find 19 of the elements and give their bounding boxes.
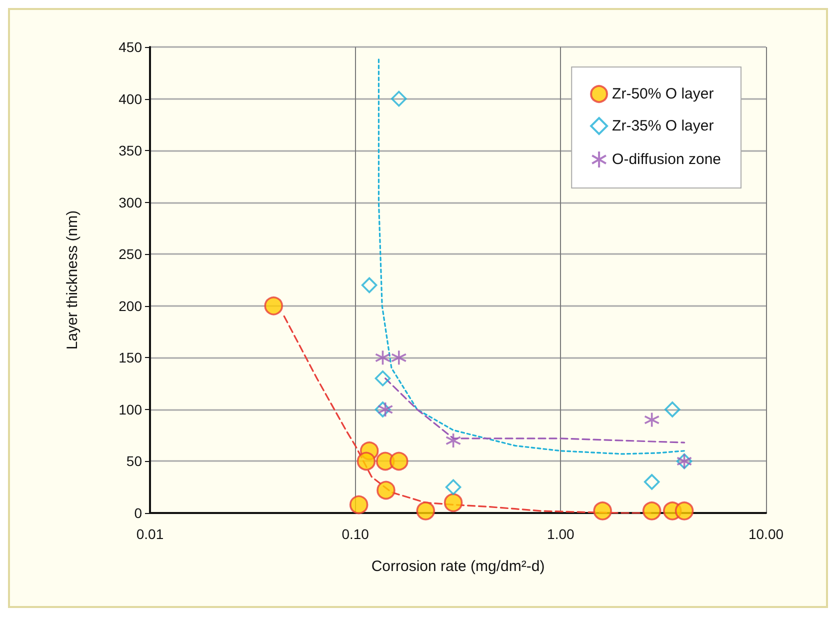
x-axis-title: Corrosion rate (mg/dm²-d) [371, 558, 545, 575]
y-tick-label: 50 [126, 453, 142, 470]
x-tick-label: 0.01 [136, 526, 164, 542]
y-tick-label: 150 [118, 350, 142, 366]
legend-label: Zr-35% O layer [612, 118, 714, 134]
x-tick-label: 10.00 [748, 526, 784, 542]
y-tick-label: 200 [118, 298, 142, 314]
y-tick-label: 100 [118, 401, 142, 418]
y-tick-label: 350 [118, 142, 142, 159]
y-tick-label: 300 [118, 194, 142, 210]
legend-label: Zr-50% O layer [612, 86, 714, 102]
x-tick-label: 1.00 [547, 526, 575, 542]
legend-label: O-diffusion zone [612, 151, 722, 168]
y-axis-title: Layer thickness (nm) [64, 210, 81, 350]
y-tick-label: 0 [134, 505, 142, 521]
x-tick-label: 0.10 [342, 526, 370, 542]
y-tick-label: 450 [118, 39, 142, 55]
y-tick-label: 400 [118, 90, 142, 107]
y-tick-label: 250 [118, 246, 142, 262]
